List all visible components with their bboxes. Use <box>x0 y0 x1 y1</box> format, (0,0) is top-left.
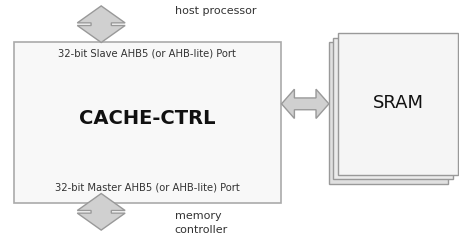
Polygon shape <box>281 89 328 118</box>
Text: memory
controller: memory controller <box>174 211 228 235</box>
Text: host processor: host processor <box>174 6 256 16</box>
FancyBboxPatch shape <box>333 38 452 179</box>
FancyBboxPatch shape <box>337 33 457 175</box>
Text: CACHE-CTRL: CACHE-CTRL <box>79 109 215 127</box>
FancyBboxPatch shape <box>14 42 280 203</box>
Polygon shape <box>77 6 125 42</box>
FancyBboxPatch shape <box>328 42 448 184</box>
Text: SRAM: SRAM <box>372 94 422 112</box>
Text: 32-bit Slave AHB5 (or AHB-lite) Port: 32-bit Slave AHB5 (or AHB-lite) Port <box>58 48 235 58</box>
Polygon shape <box>77 194 125 230</box>
Text: 32-bit Master AHB5 (or AHB-lite) Port: 32-bit Master AHB5 (or AHB-lite) Port <box>55 183 239 193</box>
